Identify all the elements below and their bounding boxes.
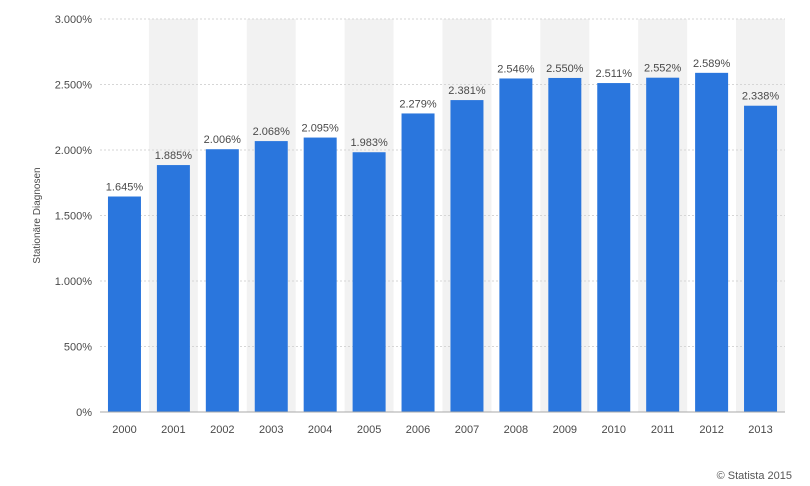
bar bbox=[352, 152, 386, 413]
data-label: 2.338% bbox=[742, 91, 780, 103]
x-tick-label: 2006 bbox=[406, 424, 430, 436]
bar bbox=[597, 83, 631, 413]
x-tick-label: 2003 bbox=[259, 424, 283, 436]
data-label: 1.885% bbox=[155, 150, 193, 162]
bar bbox=[205, 149, 239, 413]
bar bbox=[548, 77, 582, 412]
bar bbox=[450, 100, 484, 413]
bar bbox=[646, 77, 680, 413]
data-label: 2.511% bbox=[596, 68, 633, 80]
data-label: 2.095% bbox=[302, 123, 340, 135]
y-axis-ticks: 0% 500% 1.000% 1.500% 2.000% 2.500% 3.000% bbox=[55, 14, 93, 419]
y-tick-label: 500% bbox=[64, 342, 92, 354]
data-label: 2.381% bbox=[448, 85, 486, 97]
bar bbox=[303, 137, 337, 412]
y-tick-label: 0% bbox=[76, 407, 92, 419]
y-tick-label: 2.000% bbox=[55, 145, 93, 157]
data-label: 2.279% bbox=[399, 98, 437, 110]
y-tick-label: 1.500% bbox=[55, 211, 93, 223]
value-labels: 1.645% 1.885% 2.006% 2.068% 2.095% 1.983% 2.27… bbox=[106, 58, 780, 194]
data-label: 2.068% bbox=[253, 126, 291, 138]
bar bbox=[254, 141, 288, 413]
x-tick-label: 2008 bbox=[504, 424, 528, 436]
x-tick-label: 2001 bbox=[161, 424, 185, 436]
bar bbox=[107, 196, 141, 412]
bar bbox=[156, 165, 190, 412]
data-label: 1.983% bbox=[350, 137, 388, 149]
x-tick-label: 2012 bbox=[699, 424, 723, 436]
bar bbox=[744, 105, 778, 413]
bar bbox=[401, 113, 435, 413]
data-label: 2.550% bbox=[546, 63, 584, 75]
y-axis-label: Stationäre Diagnosen bbox=[32, 167, 43, 263]
data-label: 2.589% bbox=[693, 58, 731, 70]
x-tick-label: 2005 bbox=[357, 424, 381, 436]
y-tick-label: 3.000% bbox=[55, 14, 93, 26]
data-label: 2.006% bbox=[204, 134, 242, 146]
y-tick-label: 2.500% bbox=[55, 80, 93, 92]
x-tick-label: 2004 bbox=[308, 424, 332, 436]
x-axis-ticks: 2000 2001 2002 2003 2004 2005 2006 2007 2008 2009… bbox=[112, 424, 773, 436]
x-tick-label: 2010 bbox=[602, 424, 626, 436]
data-label: 2.552% bbox=[644, 63, 682, 75]
data-label: 1.645% bbox=[106, 182, 144, 194]
y-tick-label: 1.000% bbox=[55, 276, 93, 288]
x-tick-label: 2007 bbox=[455, 424, 479, 436]
bar bbox=[695, 72, 729, 412]
bar bbox=[499, 78, 533, 412]
data-label: 2.546% bbox=[497, 63, 535, 75]
x-tick-label: 2009 bbox=[553, 424, 577, 436]
x-tick-label: 2002 bbox=[210, 424, 234, 436]
source-credit: © Statista 2015 bbox=[716, 470, 792, 482]
x-tick-label: 2013 bbox=[748, 424, 772, 436]
x-tick-label: 2011 bbox=[651, 424, 675, 436]
x-tick-label: 2000 bbox=[112, 424, 136, 436]
bars bbox=[107, 72, 778, 413]
